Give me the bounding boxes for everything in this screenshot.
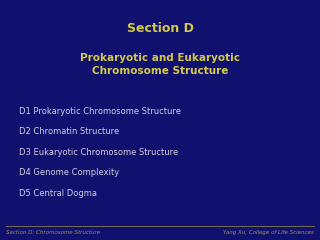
Text: D5 Central Dogma: D5 Central Dogma [19, 189, 97, 198]
Text: Prokaryotic and Eukaryotic
Chromosome Structure: Prokaryotic and Eukaryotic Chromosome St… [80, 53, 240, 76]
Text: Section D: Chromosome Structure: Section D: Chromosome Structure [6, 230, 100, 235]
Text: D3 Eukaryotic Chromosome Structure: D3 Eukaryotic Chromosome Structure [19, 148, 179, 157]
Text: D4 Genome Complexity: D4 Genome Complexity [19, 168, 119, 177]
Text: Yang Xu, College of Life Sciences: Yang Xu, College of Life Sciences [223, 230, 314, 235]
Text: D1 Prokaryotic Chromosome Structure: D1 Prokaryotic Chromosome Structure [19, 107, 181, 116]
Text: D2 Chromatin Structure: D2 Chromatin Structure [19, 127, 119, 137]
Text: Section D: Section D [127, 22, 193, 35]
